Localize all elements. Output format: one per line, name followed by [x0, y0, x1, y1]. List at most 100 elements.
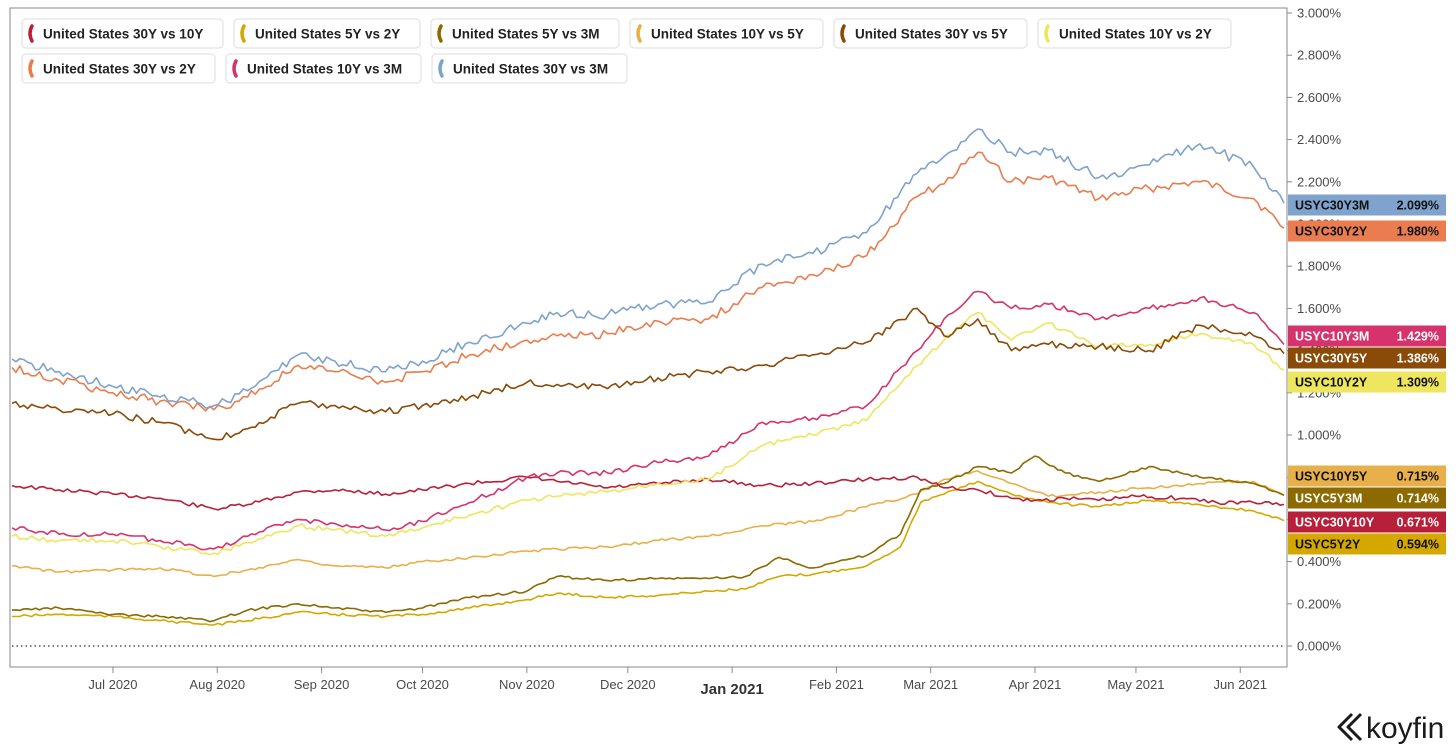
badge-value: 1.980%: [1397, 225, 1439, 239]
legend-item-usyc30y3m[interactable]: United States 30Y vs 3M: [431, 53, 628, 84]
x-tick-label: Apr 2021: [1009, 677, 1062, 692]
series-line-usyc30y5y: [11, 307, 1285, 441]
badge-usyc30y3m: USYC30Y3M 2.099%: [1288, 194, 1446, 216]
badge-background: [1288, 325, 1446, 347]
legend-item-usyc10y5y[interactable]: United States 10Y vs 5Y: [629, 18, 824, 49]
badge-usyc10y3m: USYC10Y3M 1.429%: [1288, 325, 1446, 347]
legend-item-usyc5y3m[interactable]: United States 5Y vs 3M: [430, 18, 620, 49]
badge-ticker: USYC10Y5Y: [1295, 470, 1368, 484]
last-value-badges: USYC30Y3M 2.099% USYC30Y2Y 1.980% USYC10Y3M 1…: [1288, 194, 1446, 555]
y-tick-label: 0.400%: [1297, 554, 1342, 569]
badge-value: 0.671%: [1397, 516, 1439, 530]
legend-color-swatch: [232, 59, 238, 78]
badge-background: [1288, 194, 1446, 216]
badge-usyc30y2y: USYC30Y2Y 1.980%: [1288, 220, 1446, 242]
x-tick-label: Nov 2020: [499, 677, 555, 692]
badge-ticker: USYC5Y3M: [1295, 492, 1362, 506]
badge-value: 0.715%: [1397, 470, 1439, 484]
badge-value: 1.386%: [1397, 352, 1439, 366]
y-tick-label: 0.200%: [1297, 596, 1342, 611]
y-tick-label: 2.800%: [1297, 48, 1342, 63]
legend-color-swatch: [28, 24, 34, 43]
y-tick-label: 2.600%: [1297, 90, 1342, 105]
legend-item-usyc5y2y[interactable]: United States 5Y vs 2Y: [233, 18, 421, 49]
legend-color-swatch: [1044, 24, 1050, 43]
series-line-usyc30y10y: [11, 475, 1285, 511]
legend-item-box: [629, 18, 824, 49]
legend-color-swatch: [28, 59, 34, 78]
badge-background: [1288, 487, 1446, 509]
legend-item-usyc30y10y[interactable]: United States 30Y vs 10Y: [21, 18, 224, 49]
legend-item-box: [431, 53, 628, 84]
badge-ticker: USYC30Y10Y: [1295, 516, 1375, 530]
series-line-usyc10y3m: [11, 290, 1285, 551]
legend-color-swatch: [437, 24, 443, 43]
legend-color-swatch: [240, 24, 246, 43]
y-tick-label: 3.000%: [1297, 6, 1342, 21]
legend-color-swatch: [438, 59, 444, 78]
x-tick-label: Dec 2020: [600, 677, 656, 692]
legend-item-label: United States 30Y vs 2Y: [43, 62, 196, 77]
badge-background: [1288, 220, 1446, 242]
series-line-usyc10y2y: [11, 311, 1285, 556]
badge-background: [1288, 371, 1446, 393]
x-tick-label: Jan 2021: [700, 681, 763, 698]
y-tick-label: 1.600%: [1297, 301, 1342, 316]
x-tick-label: Aug 2020: [189, 677, 245, 692]
koyfin-chevron-icon: [1337, 712, 1363, 742]
x-tick-label: May 2021: [1107, 677, 1164, 692]
y-tick-label: 2.400%: [1297, 132, 1342, 147]
x-tick-label: Jun 2021: [1214, 677, 1268, 692]
badge-background: [1288, 465, 1446, 487]
x-tick-label: Oct 2020: [396, 677, 449, 692]
legend-item-box: [21, 53, 216, 84]
badge-ticker: USYC30Y5Y: [1295, 352, 1368, 366]
y-tick-label: 1.800%: [1297, 259, 1342, 274]
legend-item-label: United States 10Y vs 3M: [247, 62, 402, 77]
legend-item-label: United States 30Y vs 3M: [453, 62, 608, 77]
legend-item-label: United States 5Y vs 2Y: [255, 27, 400, 42]
legend-item-box: [1037, 18, 1232, 49]
badge-usyc5y3m: USYC5Y3M 0.714%: [1288, 487, 1446, 509]
legend-item-box: [21, 18, 224, 49]
series-line-usyc5y2y: [12, 480, 1285, 626]
legend-item-box: [833, 18, 1028, 49]
legend: United States 30Y vs 10Y United States 5Y…: [21, 18, 1232, 84]
legend-color-swatch: [636, 24, 642, 43]
legend-item-label: United States 10Y vs 2Y: [1059, 27, 1212, 42]
legend-item-label: United States 5Y vs 3M: [452, 27, 600, 42]
badge-ticker: USYC10Y3M: [1295, 330, 1369, 344]
legend-item-label: United States 30Y vs 10Y: [43, 27, 203, 42]
badge-usyc30y5y: USYC30Y5Y 1.386%: [1288, 347, 1446, 369]
badge-background: [1288, 347, 1446, 369]
badge-ticker: USYC30Y2Y: [1295, 225, 1368, 239]
x-tick-label: Feb 2021: [809, 677, 864, 692]
series-line-usyc5y3m: [11, 455, 1285, 623]
series-line-usyc10y5y: [11, 470, 1285, 578]
badge-ticker: USYC10Y2Y: [1295, 376, 1368, 390]
badge-value: 2.099%: [1397, 199, 1439, 213]
chart-frame: [9, 7, 1288, 668]
x-tick-label: Jul 2020: [88, 677, 137, 692]
badge-usyc10y5y: USYC10Y5Y 0.715%: [1288, 465, 1446, 487]
legend-item-label: United States 10Y vs 5Y: [651, 27, 804, 42]
y-tick-label: 1.000%: [1297, 428, 1342, 443]
badge-value: 0.714%: [1397, 492, 1439, 506]
legend-item-usyc10y3m[interactable]: United States 10Y vs 3M: [225, 53, 422, 84]
badge-ticker: USYC30Y3M: [1295, 199, 1369, 213]
y-tick-label: 2.200%: [1297, 174, 1342, 189]
badge-ticker: USYC5Y2Y: [1295, 538, 1361, 552]
x-tick-label: Mar 2021: [903, 677, 958, 692]
legend-item-usyc30y2y[interactable]: United States 30Y vs 2Y: [21, 53, 216, 84]
brand-name: koyfin: [1366, 712, 1444, 745]
y-tick-label: 0.000%: [1297, 639, 1342, 654]
legend-color-swatch: [840, 24, 846, 43]
legend-item-label: United States 30Y vs 5Y: [855, 27, 1008, 42]
x-axis: Jul 2020 Aug 2020 Sep 2020 Oct 2020 Nov 2020…: [88, 667, 1267, 698]
legend-item-usyc30y5y[interactable]: United States 30Y vs 5Y: [833, 18, 1028, 49]
legend-item-box: [430, 18, 620, 49]
badge-background: [1288, 533, 1446, 555]
badge-value: 1.309%: [1397, 376, 1439, 390]
legend-item-usyc10y2y[interactable]: United States 10Y vs 2Y: [1037, 18, 1232, 49]
